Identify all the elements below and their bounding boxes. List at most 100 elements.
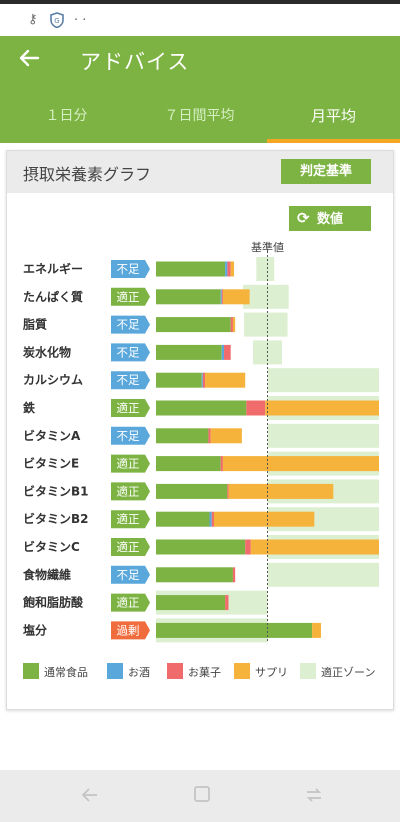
legend-swatch-normal-food (23, 663, 39, 679)
tab-one-day[interactable]: １日分 (45, 108, 88, 124)
bar-snack (227, 261, 231, 277)
bar-supplement (250, 539, 379, 555)
status-badge-label: 不足 (117, 373, 140, 387)
nutrient-label: 炭水化物 (23, 344, 71, 359)
bar-supplement (230, 261, 235, 277)
arrow-left-icon[interactable] (18, 46, 48, 76)
status-bar: ⚷ G · · (0, 0, 400, 36)
status-badge-label: 不足 (117, 345, 140, 359)
legend-label: 通常食品 (44, 665, 88, 679)
bar-alcohol (209, 511, 212, 527)
legend-label: お菓子 (188, 666, 221, 679)
tab-monthly-average[interactable]: 月平均 (310, 107, 356, 125)
judgment-criteria-button[interactable]: 判定基準 (281, 159, 371, 184)
zone-band (244, 312, 288, 337)
bar-alcohol (201, 372, 203, 388)
bar-normal-food (156, 261, 226, 277)
key-icon: ⚷ (28, 12, 38, 27)
bar-supplement (210, 428, 242, 444)
bar-snack (246, 400, 266, 416)
nutrient-label: カルシウム (23, 373, 83, 387)
bar-normal-food (156, 400, 247, 416)
zone-band (267, 562, 379, 587)
status-badge (111, 371, 150, 390)
bar-snack (202, 372, 206, 388)
zone-band (267, 423, 379, 448)
legend-label: お酒 (128, 666, 150, 679)
reference-label: 基準値 (251, 240, 284, 254)
bar-alcohol (220, 289, 222, 305)
nutrient-label: 塩分 (23, 622, 47, 637)
bar-normal-food (156, 567, 233, 583)
nutrient-graph-card: 摂取栄養素グラフ 判定基準 ⟳ 数値 エネルギー 不足 たんぱく質 適正 脂質 不足 炭水化物… (6, 150, 394, 710)
bar-snack (220, 456, 223, 472)
tab-seven-day-average[interactable]: ７日間平均 (164, 108, 235, 124)
bar-normal-food (156, 317, 231, 333)
bar-snack (227, 483, 229, 499)
svg-text:G: G (54, 17, 59, 25)
status-badge (111, 426, 150, 445)
nutrient-label: ビタミンB1 (23, 483, 89, 498)
status-badge (111, 538, 150, 556)
bar-normal-food (156, 511, 210, 527)
bar-supplement (213, 511, 315, 527)
back-nav-icon[interactable] (78, 784, 102, 808)
status-badge-label: 過剰 (117, 623, 140, 637)
bar-snack (221, 289, 223, 305)
bar-snack (230, 317, 233, 333)
legend-swatch-supplement (234, 663, 250, 679)
nutrient-label: ビタミンE (23, 456, 79, 471)
nutrient-label: 鉄 (23, 400, 35, 415)
legend-swatch-zone (300, 663, 316, 679)
status-badge (111, 287, 150, 306)
status-badge-label: 適正 (117, 596, 140, 610)
status-badge-label: 適正 (117, 484, 140, 498)
page-title: アドバイス (80, 50, 190, 74)
bar-normal-food (156, 483, 228, 499)
bar-normal-food (156, 428, 209, 444)
nutrient-label: エネルギー (23, 261, 83, 276)
bar-supplement (222, 456, 379, 472)
status-badge (111, 621, 150, 640)
zone-band (242, 284, 289, 309)
bar-snack (208, 428, 211, 444)
show-values-label: 数値 (317, 212, 344, 227)
legend-swatch-alcohol (107, 663, 123, 679)
nutrient-label: 飽和脂肪酸 (22, 595, 84, 610)
nutrient-label: 食物繊維 (22, 567, 71, 582)
tab-indicator (267, 139, 400, 143)
bar-alcohol (221, 344, 225, 360)
bar-alcohol (225, 261, 228, 277)
bar-snack (211, 511, 214, 527)
status-badge (111, 399, 150, 417)
bar-snack (224, 344, 231, 360)
status-badge-label: 適正 (117, 540, 140, 554)
bar-normal-food (156, 622, 313, 638)
bar-normal-food (156, 372, 202, 388)
status-badge (111, 565, 150, 584)
status-badge-label: 不足 (117, 568, 140, 582)
show-values-button[interactable]: ⟳ 数値 (289, 206, 371, 231)
legend-swatch-snack (167, 663, 183, 679)
system-nav-bar (0, 770, 400, 822)
status-badge-label: 適正 (117, 457, 140, 471)
shield-icon: G (50, 12, 64, 32)
bar-snack (245, 539, 251, 555)
bar-supplement (205, 372, 246, 388)
bar-normal-food (156, 595, 226, 611)
recents-nav-icon[interactable] (302, 784, 326, 808)
status-badge (111, 593, 150, 612)
nutrient-label: ビタミンA (23, 428, 81, 443)
status-badge-label: 適正 (117, 290, 140, 304)
status-badge (111, 482, 150, 501)
zone-band (256, 257, 275, 281)
status-badge (111, 454, 150, 473)
bar-supplement (232, 317, 236, 333)
bar-normal-food (156, 344, 222, 360)
card-header: 摂取栄養素グラフ 判定基準 (7, 151, 393, 193)
home-nav-icon[interactable] (190, 784, 214, 808)
zone-band (267, 368, 379, 393)
bar-supplement (265, 400, 379, 416)
legend-label: 適正ゾーン (321, 665, 375, 679)
